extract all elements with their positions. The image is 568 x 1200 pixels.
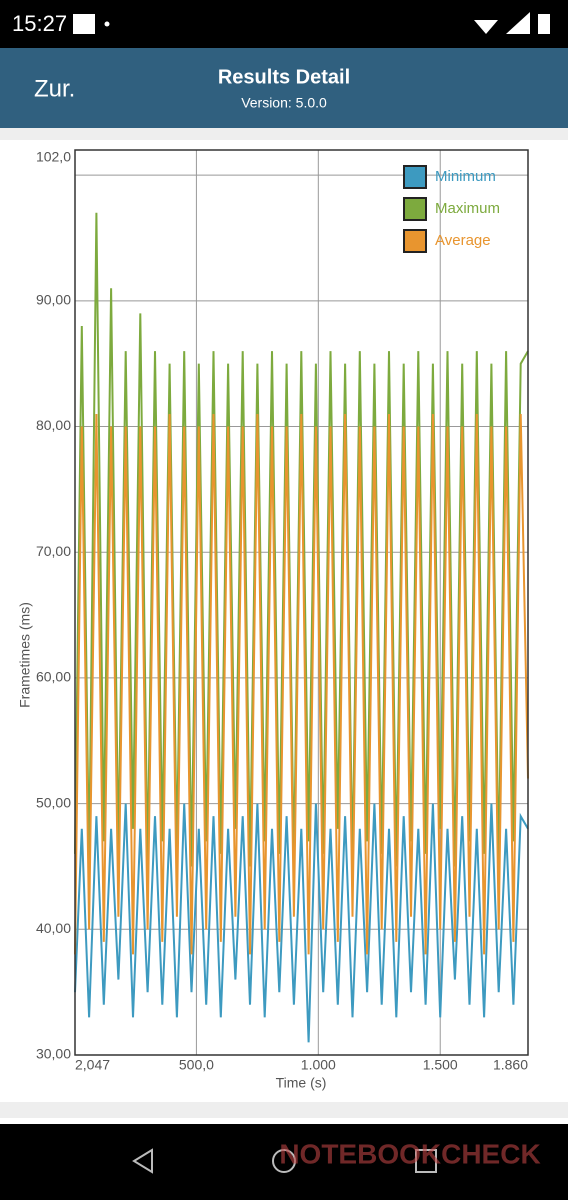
nav-recents[interactable] — [415, 1149, 437, 1173]
legend-label: Minimum — [435, 168, 496, 185]
next-card — [0, 1118, 568, 1128]
series-line — [74, 803, 529, 1043]
wifi-icon — [474, 20, 498, 34]
nav-home[interactable] — [272, 1149, 296, 1173]
nav-bar — [0, 1124, 568, 1200]
plot-border — [74, 149, 529, 1056]
y-tick-label: 30,00 — [36, 1046, 71, 1062]
x-tick-label: 2,047 — [75, 1057, 110, 1073]
series-line — [74, 413, 529, 955]
y-tick-label: 40,00 — [36, 920, 71, 936]
legend-label: Average — [435, 232, 491, 249]
status-dot — [104, 21, 110, 27]
y-tick-label: 70,00 — [36, 543, 71, 559]
x-tick-label: 500,0 — [179, 1057, 214, 1073]
y-tick-label: 102,0 — [36, 149, 71, 165]
legend-box — [403, 165, 427, 189]
battery-icon — [538, 14, 550, 34]
legend-box — [403, 197, 427, 221]
status-icon — [73, 14, 95, 34]
y-axis-label: Frametimes (ms) — [17, 602, 33, 708]
legend-box — [403, 229, 427, 253]
x-tick-label: 1.500 — [423, 1057, 458, 1073]
y-tick-label: 50,00 — [36, 794, 71, 810]
watermark: NOTEBOOKCHECK — [279, 1138, 540, 1169]
plot: 30,00 40,00 50,00 60,00 70,00 80,00 90,00 102,0… — [36, 149, 529, 1073]
back-button[interactable]: Zur. — [34, 75, 75, 102]
header-title: Results Detail — [218, 66, 350, 88]
y-tick-label: 60,00 — [36, 669, 71, 685]
nav-back[interactable] — [132, 1148, 153, 1174]
y-tick-label: 80,00 — [36, 417, 71, 433]
x-tick-label: 1.860 — [493, 1057, 528, 1073]
x-axis-label: Time (s) — [276, 1075, 327, 1091]
legend-label: Maximum — [435, 200, 500, 217]
y-tick-label: 90,00 — [36, 292, 71, 308]
signal-icon — [506, 12, 530, 34]
status-time: 15:27 — [12, 11, 67, 36]
header-subtitle: Version: 5.0.0 — [241, 95, 327, 111]
app-header — [0, 48, 568, 128]
x-tick-label: 1.000 — [301, 1057, 336, 1073]
